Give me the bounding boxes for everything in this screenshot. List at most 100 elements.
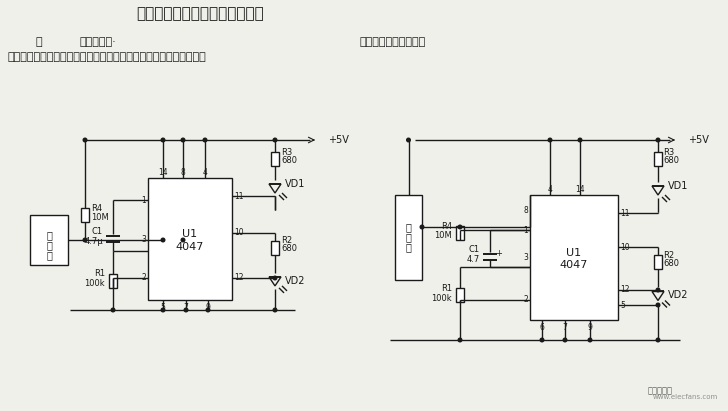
- Text: 7: 7: [563, 323, 567, 332]
- Text: 只不过将触摸板通过电: 只不过将触摸板通过电: [360, 37, 427, 47]
- Text: R2: R2: [663, 251, 674, 260]
- Text: 10M: 10M: [434, 231, 452, 240]
- Text: C1: C1: [469, 245, 480, 254]
- Text: 4.7: 4.7: [467, 255, 480, 264]
- Bar: [271, 152, 279, 166]
- Text: 1: 1: [141, 196, 146, 205]
- Text: 触: 触: [405, 233, 411, 242]
- Text: VD1: VD1: [668, 181, 689, 191]
- Text: R4: R4: [441, 222, 452, 231]
- Text: R1: R1: [94, 270, 105, 279]
- Bar: [654, 152, 662, 166]
- Text: 10M: 10M: [91, 212, 108, 222]
- Text: 4.7μ: 4.7μ: [84, 236, 103, 245]
- Circle shape: [656, 288, 660, 292]
- Text: 11: 11: [234, 192, 243, 201]
- Circle shape: [656, 303, 660, 307]
- Circle shape: [161, 308, 165, 312]
- Text: 面: 面: [46, 250, 52, 260]
- Circle shape: [458, 225, 462, 229]
- Bar: [271, 241, 279, 255]
- Text: 1: 1: [523, 226, 528, 235]
- Circle shape: [458, 338, 462, 342]
- Text: 触: 触: [46, 240, 52, 250]
- Text: R1: R1: [441, 284, 452, 293]
- Circle shape: [548, 138, 552, 142]
- Text: 8: 8: [523, 206, 528, 215]
- Text: 2: 2: [141, 273, 146, 282]
- Circle shape: [656, 338, 660, 342]
- Text: R4: R4: [91, 203, 102, 212]
- Text: 2: 2: [523, 296, 528, 305]
- Text: 5: 5: [161, 303, 165, 312]
- Text: 680: 680: [663, 155, 679, 164]
- Circle shape: [206, 308, 210, 312]
- Bar: [654, 256, 662, 270]
- Text: VD2: VD2: [668, 291, 689, 300]
- Text: U1: U1: [183, 229, 197, 239]
- Text: 680: 680: [281, 245, 297, 254]
- Text: 4047: 4047: [176, 242, 204, 252]
- Text: 3: 3: [523, 253, 528, 262]
- Text: 9: 9: [587, 323, 593, 332]
- Text: R3: R3: [663, 148, 674, 157]
- Text: 12: 12: [620, 286, 630, 295]
- Text: +: +: [495, 249, 502, 258]
- Text: +5V: +5V: [328, 135, 349, 145]
- Bar: [30, 215, 68, 265]
- Text: 示出的电路·: 示出的电路·: [80, 37, 116, 47]
- Text: 4: 4: [547, 185, 553, 194]
- Bar: [530, 195, 618, 320]
- Text: R2: R2: [281, 236, 292, 245]
- Circle shape: [83, 238, 87, 242]
- Circle shape: [161, 238, 165, 242]
- Text: 10: 10: [234, 229, 244, 238]
- Text: 11: 11: [620, 208, 630, 217]
- Circle shape: [273, 138, 277, 142]
- Circle shape: [407, 138, 411, 142]
- Circle shape: [273, 276, 277, 280]
- Bar: [148, 178, 232, 300]
- Circle shape: [563, 338, 567, 342]
- Text: 3: 3: [141, 235, 146, 243]
- Circle shape: [588, 338, 592, 342]
- Bar: [456, 289, 464, 302]
- Text: R3: R3: [281, 148, 292, 157]
- Text: 图: 图: [35, 37, 41, 47]
- Bar: [81, 208, 89, 222]
- Text: 680: 680: [663, 259, 679, 268]
- Text: 4: 4: [202, 168, 207, 176]
- Circle shape: [578, 138, 582, 142]
- Text: www.elecfans.com: www.elecfans.com: [653, 394, 718, 400]
- Circle shape: [111, 308, 115, 312]
- Circle shape: [181, 238, 185, 242]
- Bar: [395, 195, 422, 280]
- Text: 10: 10: [620, 243, 630, 252]
- Text: 680: 680: [281, 155, 297, 164]
- Text: 8: 8: [181, 168, 186, 176]
- Circle shape: [161, 138, 165, 142]
- Text: 电子发烧友: 电子发烧友: [647, 386, 673, 395]
- Text: 100k: 100k: [432, 294, 452, 303]
- Bar: [109, 274, 117, 288]
- Circle shape: [540, 338, 544, 342]
- Text: C1: C1: [92, 226, 103, 236]
- Text: 9: 9: [205, 303, 210, 312]
- Circle shape: [83, 138, 87, 142]
- Circle shape: [273, 308, 277, 312]
- Text: VD2: VD2: [285, 276, 306, 286]
- Bar: [456, 226, 464, 240]
- Text: +5V: +5V: [688, 135, 709, 145]
- Text: 100k: 100k: [84, 279, 105, 289]
- Circle shape: [420, 225, 424, 229]
- Text: VD1: VD1: [285, 179, 305, 189]
- Text: 接: 接: [405, 222, 411, 233]
- Circle shape: [203, 138, 207, 142]
- Text: 12: 12: [234, 273, 243, 282]
- Text: 面: 面: [405, 242, 411, 252]
- Circle shape: [184, 308, 188, 312]
- Text: 5: 5: [620, 300, 625, 309]
- Text: 阻接电源正极而不是接地。实际的工作原理和应用场合二者均相同。: 阻接电源正极而不是接地。实际的工作原理和应用场合二者均相同。: [8, 52, 207, 62]
- Text: 采用负触发方式的触摸开关电路: 采用负触发方式的触摸开关电路: [136, 7, 264, 21]
- Text: 4047: 4047: [560, 261, 588, 270]
